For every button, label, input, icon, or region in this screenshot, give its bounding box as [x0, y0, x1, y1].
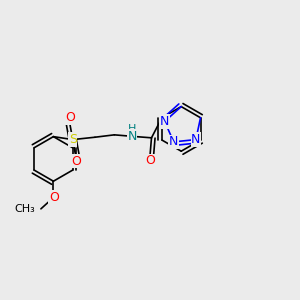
Text: N: N: [191, 133, 201, 146]
Text: O: O: [49, 191, 58, 204]
Text: N: N: [169, 135, 178, 148]
Text: O: O: [71, 155, 81, 168]
Text: O: O: [145, 154, 155, 167]
Text: CH₃: CH₃: [15, 204, 36, 214]
Text: N: N: [128, 130, 137, 143]
Text: O: O: [65, 111, 75, 124]
Text: H: H: [128, 124, 136, 134]
Text: N: N: [160, 115, 169, 128]
Text: S: S: [69, 133, 77, 146]
